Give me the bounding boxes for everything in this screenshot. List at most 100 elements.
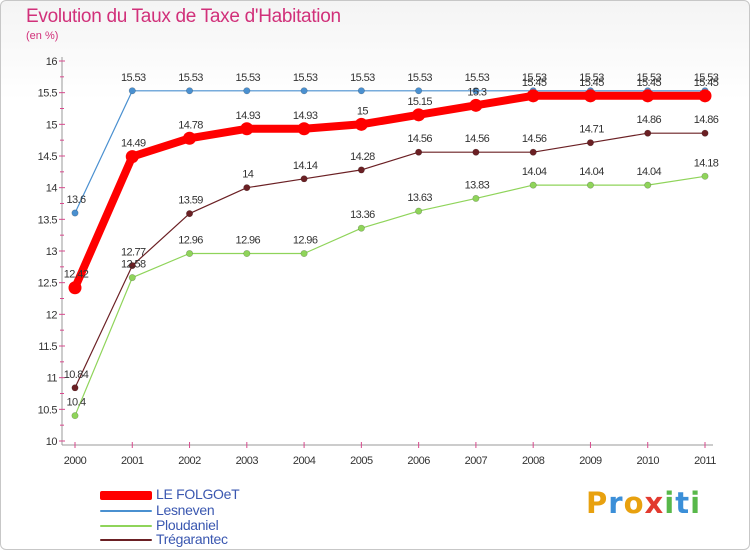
y-tick-label: 11: [47, 373, 58, 385]
data-point-lesneven[interactable]: [128, 87, 136, 95]
data-point-le-folgoet[interactable]: [412, 108, 426, 122]
data-point-ploudaniel[interactable]: [300, 250, 308, 258]
series-line-lesneven: [74, 90, 706, 214]
data-point-tregarantec[interactable]: [71, 384, 79, 392]
x-tick-label: 2011: [694, 455, 716, 467]
data-point-le-folgoet[interactable]: [297, 122, 311, 136]
series-lines: [71, 90, 709, 417]
logo-letter: i: [690, 486, 702, 520]
data-point-le-folgoet[interactable]: [68, 281, 82, 295]
data-point-ploudaniel[interactable]: [472, 194, 480, 202]
data-label-lesneven: 15.53: [178, 72, 203, 84]
data-label-le-folgoet: 14.49: [121, 138, 146, 150]
data-point-le-folgoet[interactable]: [698, 89, 712, 103]
data-point-tregarantec[interactable]: [415, 148, 423, 156]
data-point-ploudaniel[interactable]: [71, 412, 79, 420]
logo-letter: r: [608, 486, 624, 520]
data-point-lesneven[interactable]: [71, 209, 79, 217]
data-label-lesneven: 15.53: [121, 72, 146, 84]
x-tick-label: 2003: [236, 455, 259, 467]
data-point-ploudaniel[interactable]: [701, 172, 709, 180]
axes: 10 10.5 11 11.5 12 12.5 13 13.5 14 14.5 15 15.5 16 20…: [38, 56, 717, 467]
data-point-lesneven[interactable]: [300, 87, 308, 95]
data-label-tregarantec: 12.77: [121, 247, 146, 259]
data-point-tregarantec[interactable]: [701, 129, 709, 137]
data-point-lesneven[interactable]: [415, 87, 423, 95]
x-tick-label: 2006: [407, 455, 430, 467]
x-tick-label: 2009: [579, 455, 602, 467]
data-label-lesneven: 15.53: [694, 72, 719, 84]
data-point-ploudaniel[interactable]: [243, 250, 251, 258]
y-tick-label: 15.5: [38, 88, 58, 100]
logo-letter: P: [586, 486, 609, 520]
data-point-ploudaniel[interactable]: [128, 274, 136, 282]
x-tick-label: 2000: [64, 455, 87, 467]
data-point-tregarantec[interactable]: [472, 148, 480, 156]
data-point-ploudaniel[interactable]: [357, 224, 365, 232]
data-point-lesneven[interactable]: [186, 87, 194, 95]
x-tick-label: 2004: [293, 455, 316, 467]
data-point-tregarantec[interactable]: [300, 175, 308, 183]
data-label-ploudaniel: 14.04: [579, 166, 604, 178]
data-label-le-folgoet: 15.45: [579, 77, 604, 89]
data-point-lesneven[interactable]: [243, 87, 251, 95]
legend-swatch-lesneven: [100, 510, 152, 512]
data-point-le-folgoet[interactable]: [354, 117, 368, 131]
legend-label-tregarantec: Trégarantec: [156, 531, 228, 547]
series-points: [68, 87, 712, 420]
x-tick-label: 2008: [522, 455, 545, 467]
data-label-ploudaniel: 12.96: [236, 235, 261, 247]
legend-swatch-tregarantec: [100, 539, 152, 541]
data-label-tregarantec: 14.56: [465, 133, 490, 145]
data-point-le-folgoet[interactable]: [641, 89, 655, 103]
data-label-tregarantec: 14.86: [694, 114, 719, 126]
data-label-ploudaniel: 14.04: [636, 166, 661, 178]
legend-label-lesneven: Lesneven: [156, 502, 215, 518]
data-point-ploudaniel[interactable]: [644, 181, 652, 189]
data-label-le-folgoet: 14.93: [236, 110, 261, 122]
logo-letter: t: [675, 486, 691, 520]
data-point-ploudaniel[interactable]: [415, 207, 423, 215]
series-line-ploudaniel: [74, 175, 706, 417]
logo-letter: i: [664, 486, 676, 520]
data-point-le-folgoet[interactable]: [240, 122, 254, 136]
data-point-le-folgoet[interactable]: [125, 150, 139, 164]
legend-swatch-le-folgoet: [100, 491, 152, 500]
data-point-le-folgoet[interactable]: [183, 131, 197, 145]
data-point-le-folgoet[interactable]: [469, 98, 483, 112]
data-point-tregarantec[interactable]: [644, 129, 652, 137]
data-point-ploudaniel[interactable]: [529, 181, 537, 189]
data-point-lesneven[interactable]: [357, 87, 365, 95]
y-tick-label: 10: [46, 436, 58, 448]
data-point-tregarantec[interactable]: [586, 139, 594, 147]
data-label-lesneven: 15.53: [293, 72, 318, 84]
data-label-le-folgoet: 15.3: [467, 86, 486, 98]
data-label-ploudaniel: 13.63: [407, 192, 432, 204]
data-point-le-folgoet[interactable]: [583, 89, 597, 103]
x-tick-label: 2002: [178, 455, 201, 467]
data-label-le-folgoet: 15.15: [407, 96, 432, 108]
data-label-le-folgoet: 15.45: [694, 77, 719, 89]
data-point-tregarantec[interactable]: [186, 210, 194, 218]
y-tick-label: 10.5: [38, 404, 58, 416]
data-label-le-folgoet: 14.78: [178, 119, 203, 131]
data-point-ploudaniel[interactable]: [186, 250, 194, 258]
data-point-tregarantec[interactable]: [529, 148, 537, 156]
data-label-ploudaniel: 10.4: [66, 397, 85, 409]
data-label-ploudaniel: 12.96: [293, 235, 318, 247]
data-label-tregarantec: 14: [242, 169, 254, 181]
data-point-tregarantec[interactable]: [128, 262, 136, 270]
data-label-lesneven: 15.53: [636, 72, 661, 84]
data-point-ploudaniel[interactable]: [586, 181, 594, 189]
data-point-lesneven[interactable]: [472, 87, 480, 95]
data-point-tregarantec[interactable]: [357, 166, 365, 174]
logo-letter: o: [623, 486, 645, 520]
data-label-lesneven: 15.53: [407, 72, 432, 84]
logo-letter: x: [644, 486, 665, 520]
y-tick-label: 16: [46, 56, 58, 68]
y-tick-label: 13.5: [38, 214, 58, 226]
data-point-le-folgoet[interactable]: [526, 89, 540, 103]
data-point-tregarantec[interactable]: [243, 184, 251, 192]
data-label-tregarantec: 13.59: [178, 195, 203, 207]
